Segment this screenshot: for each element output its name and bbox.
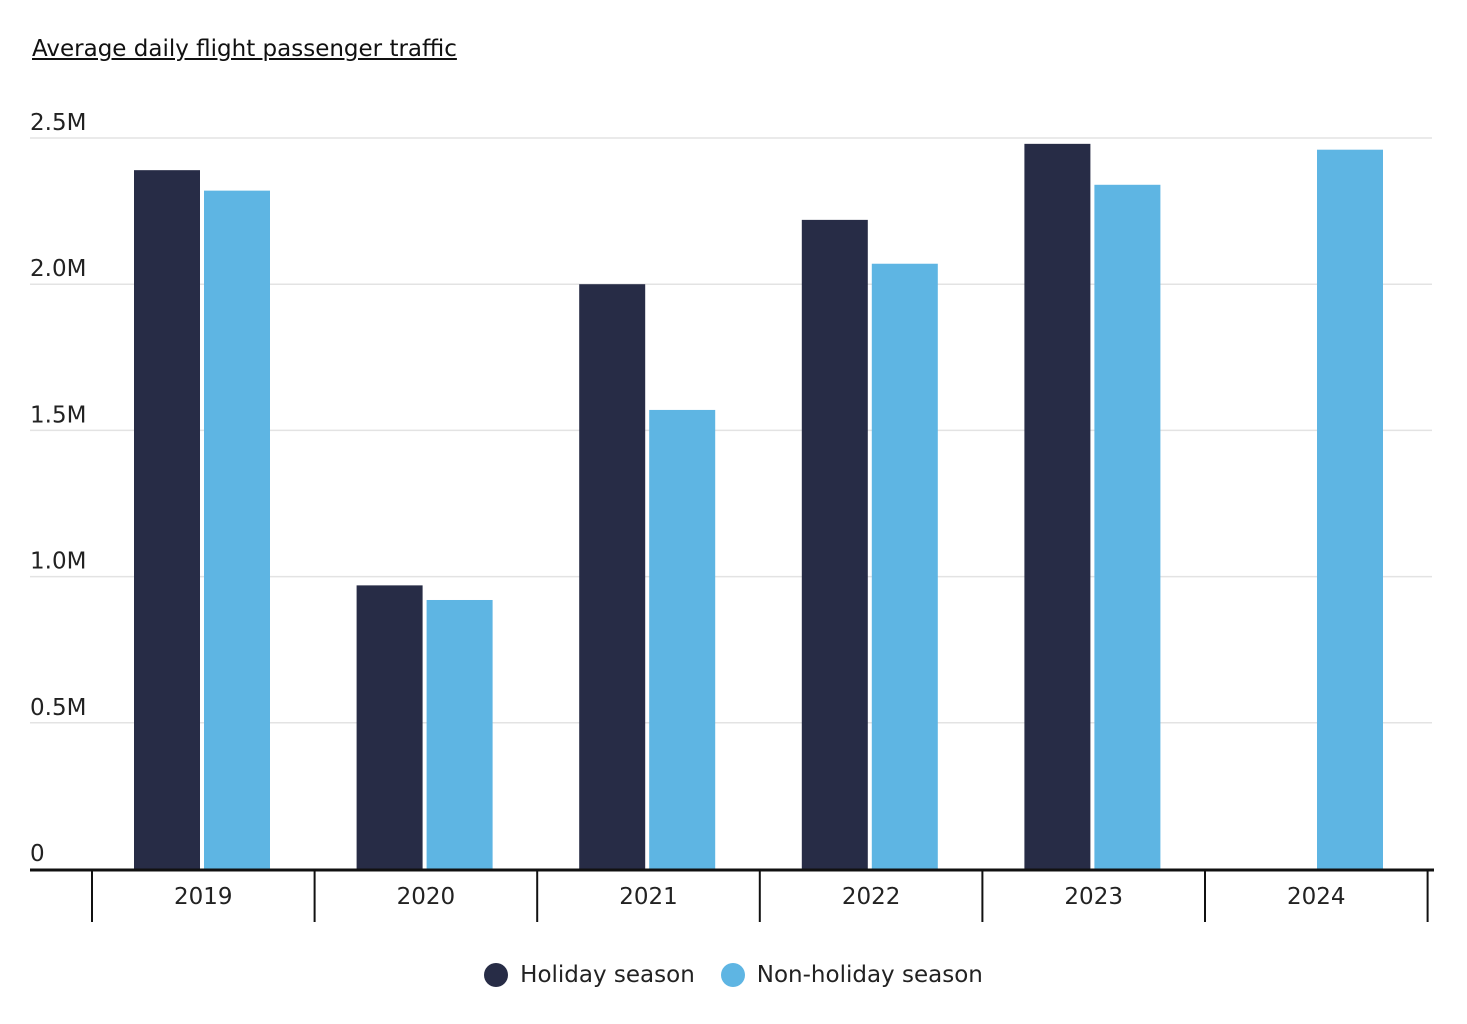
bar-non-holiday-2024: [1317, 149, 1383, 870]
bar-non-holiday-2020: [426, 599, 493, 869]
x-tick-label: 2020: [397, 884, 456, 910]
legend: Holiday season Non-holiday season: [0, 962, 1467, 988]
y-axis-ticks: 0 0.5M 1.0M 1.5M 2.0M 2.5M: [30, 110, 86, 867]
legend-label-non-holiday: Non-holiday season: [756, 962, 983, 988]
bar-non-holiday-2019: [204, 190, 270, 869]
bar-non-holiday-2022: [871, 263, 938, 869]
x-tick-label: 2022: [842, 884, 901, 910]
bar-holiday-2023: [1024, 143, 1091, 869]
x-tick-label: 2021: [619, 884, 678, 910]
x-tick-label: 2024: [1287, 884, 1346, 910]
legend-swatch-non-holiday: [720, 963, 745, 987]
x-axis: [30, 868, 1434, 922]
y-tick-label: 2.5M: [30, 110, 86, 136]
y-tick-label: 0.5M: [30, 695, 86, 721]
bar-holiday-2021: [579, 284, 646, 869]
bar-non-holiday-2023: [1094, 184, 1161, 869]
y-tick-label: 2.0M: [30, 256, 86, 282]
x-tick-label: 2019: [174, 884, 233, 910]
y-tick-label: 0: [30, 841, 45, 867]
chart-title: Average daily flight passenger traffic: [32, 36, 457, 62]
bar-non-holiday-2021: [649, 409, 716, 869]
legend-swatch-holiday: [484, 963, 509, 987]
y-tick-label: 1.0M: [30, 549, 86, 575]
x-axis-ticks: 2019 2020 2021 2022 2023 2024: [174, 884, 1346, 910]
bar-holiday-2019: [134, 170, 200, 869]
legend-label-holiday: Holiday season: [520, 962, 695, 988]
legend-item-holiday: Holiday season: [484, 962, 695, 988]
bars: [134, 143, 1383, 870]
y-tick-label: 1.5M: [30, 402, 86, 428]
bar-holiday-2020: [356, 585, 423, 869]
bar-holiday-2022: [801, 219, 868, 869]
x-tick-label: 2023: [1064, 884, 1123, 910]
legend-item-non-holiday: Non-holiday season: [720, 962, 983, 988]
